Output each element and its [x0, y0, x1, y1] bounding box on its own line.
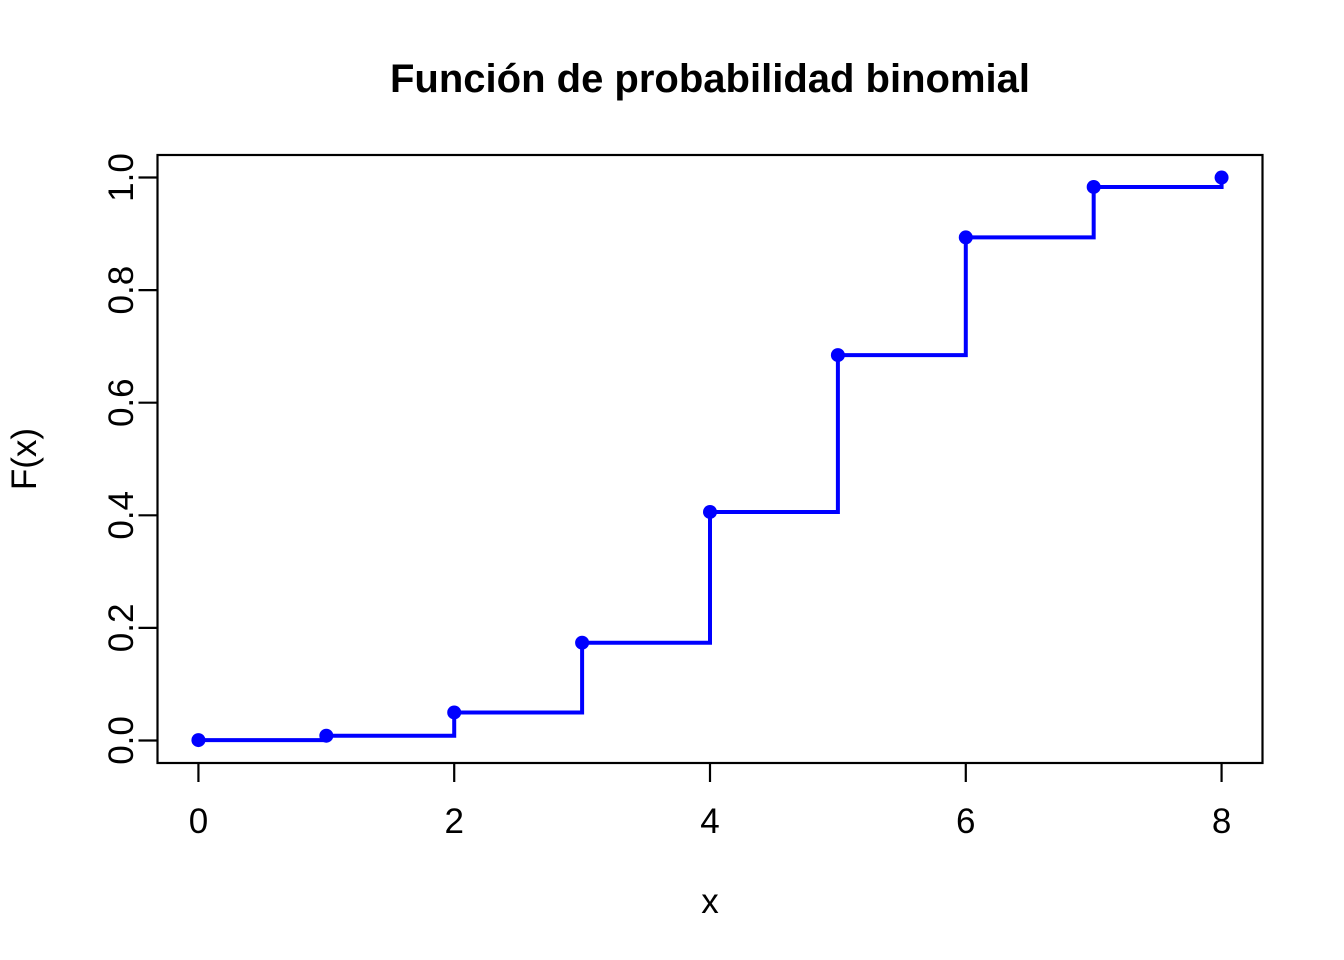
- y-tick-label: 0.6: [102, 378, 141, 427]
- axis-ticks: 0 2 4 6 8 0.0 0.2 0.4 0.6 0.8 1.0: [102, 153, 1231, 841]
- step-series: [191, 170, 1229, 748]
- data-point: [191, 733, 206, 748]
- y-tick-label: 0.0: [102, 716, 141, 765]
- y-tick-label: 0.8: [102, 266, 141, 315]
- data-point: [319, 728, 334, 743]
- data-point: [830, 348, 845, 363]
- x-tick-label: 2: [444, 802, 463, 841]
- y-axis-label: F(x): [5, 428, 44, 490]
- data-point: [703, 504, 717, 519]
- y-tick-label: 0.4: [102, 491, 141, 540]
- x-tick-label: 0: [189, 802, 208, 841]
- x-tick-label: 6: [956, 802, 975, 841]
- cdf-step-line: [198, 177, 1224, 743]
- data-point: [1214, 170, 1229, 185]
- y-tick-label: 1.0: [102, 153, 141, 202]
- chart-title: Función de probabilidad binomial: [390, 57, 1030, 101]
- plot-frame-rect: [156, 153, 1264, 765]
- data-point: [958, 230, 973, 245]
- plot-frame: [156, 153, 1264, 765]
- x-tick-label: 4: [700, 802, 719, 841]
- x-tick-label: 8: [1212, 802, 1231, 841]
- y-tick-label: 0.2: [102, 604, 141, 653]
- data-point: [1086, 179, 1101, 194]
- x-axis-label: x: [701, 882, 719, 921]
- data-point: [447, 705, 462, 720]
- data-point: [575, 635, 590, 650]
